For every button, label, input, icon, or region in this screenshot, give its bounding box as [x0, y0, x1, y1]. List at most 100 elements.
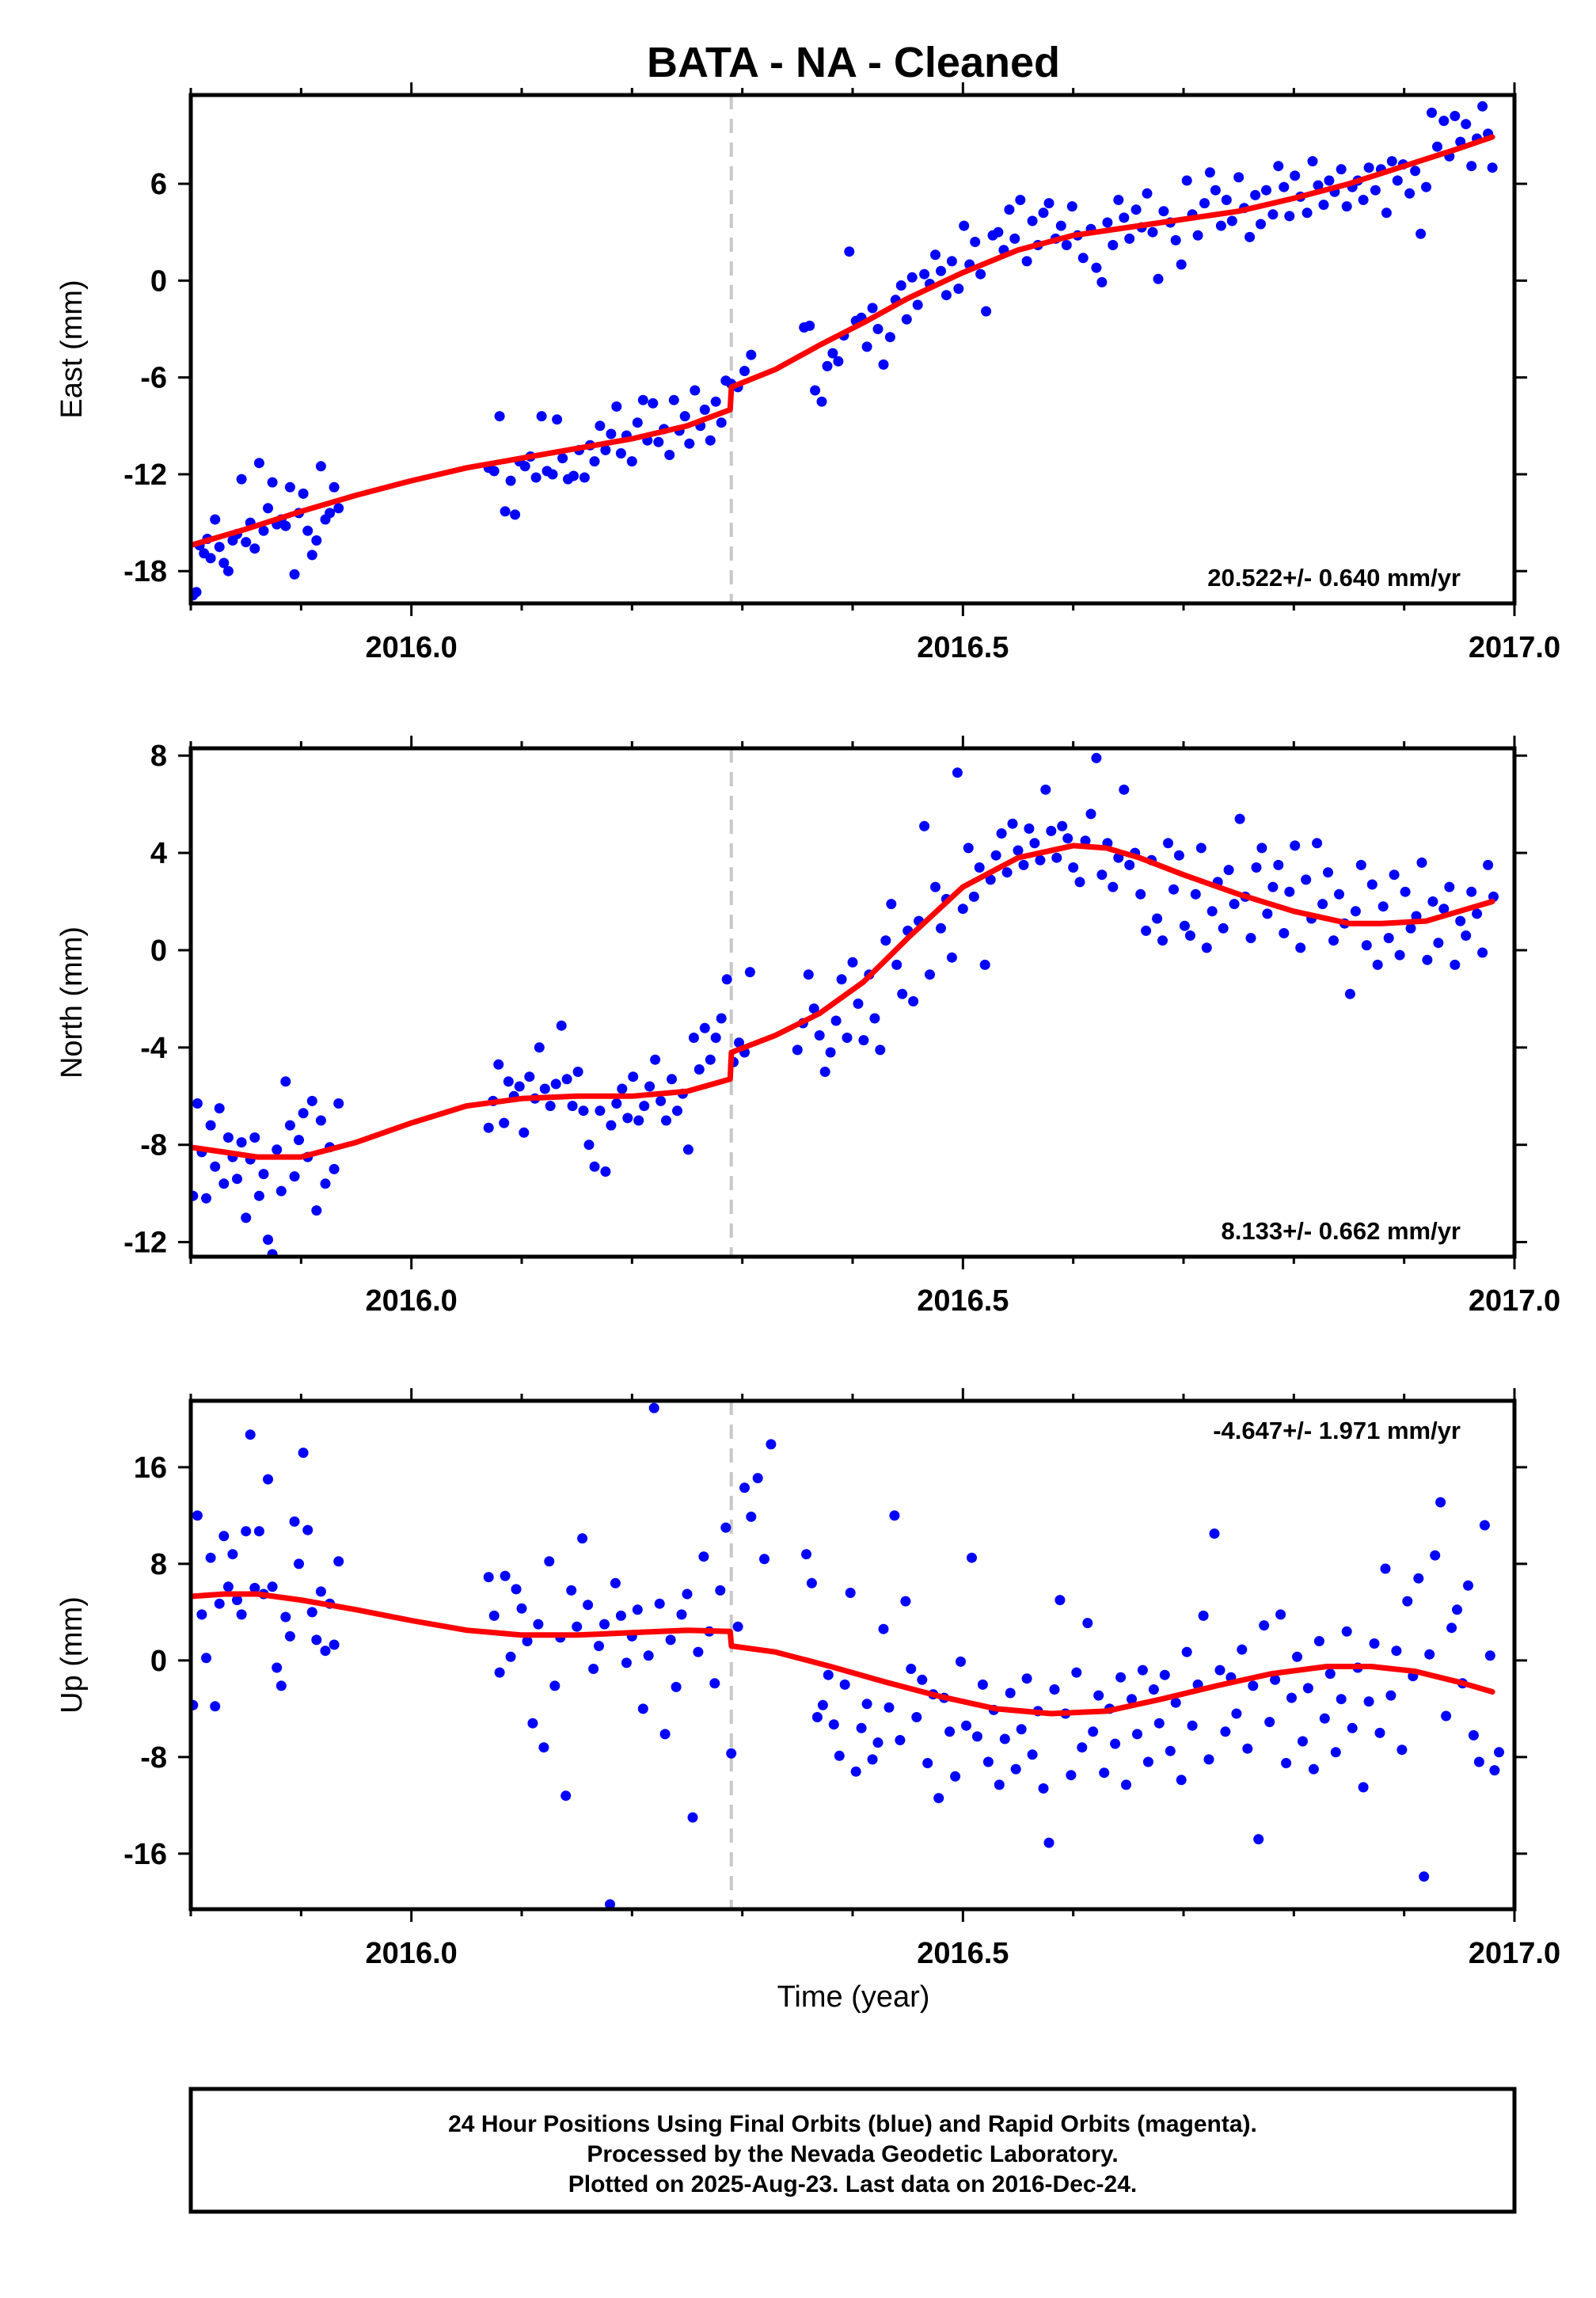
north-plot-layer: [191, 752, 1499, 1257]
up-data-point: [1281, 1758, 1292, 1768]
north-data-point: [1024, 823, 1035, 834]
north-data-point: [1256, 843, 1267, 854]
north-data-point: [298, 1108, 309, 1119]
east-data-point: [637, 394, 648, 405]
up-data-point: [544, 1556, 555, 1567]
east-data-point: [1066, 201, 1077, 212]
north-data-point: [830, 1015, 842, 1026]
east-data-point: [1302, 207, 1313, 219]
up-data-point: [605, 1899, 615, 1909]
east-data-point: [311, 535, 322, 546]
north-data-point: [218, 1178, 230, 1189]
up-data-point: [1391, 1646, 1402, 1657]
east-data-point: [1210, 185, 1221, 196]
east-plot-area: [191, 95, 1514, 603]
up-data-point: [720, 1522, 732, 1533]
up-data-point: [839, 1679, 850, 1690]
up-data-point: [1264, 1717, 1275, 1728]
up-data-point: [289, 1516, 300, 1527]
north-data-point: [875, 1044, 886, 1056]
north-data-point: [869, 1013, 880, 1024]
up-data-point: [566, 1585, 577, 1596]
east-data-point: [1215, 220, 1226, 231]
up-data-point: [621, 1657, 632, 1668]
up-data-point: [806, 1577, 817, 1588]
north-data-point: [886, 899, 897, 910]
north-data-point: [1001, 867, 1013, 878]
north-data-point: [1416, 857, 1427, 868]
up-data-point: [977, 1679, 988, 1690]
east-data-point: [1279, 181, 1290, 192]
x-axis-label: Time (year): [777, 1980, 930, 2014]
north-data-point: [819, 1067, 830, 1077]
east-data-point: [547, 469, 558, 480]
up-x-tick-label: 2016.5: [917, 1937, 1009, 1970]
up-data-point: [236, 1609, 247, 1620]
up-data-point: [801, 1549, 811, 1560]
up-data-point: [759, 1554, 770, 1565]
east-data-point: [1256, 219, 1266, 230]
east-data-point: [615, 448, 626, 458]
north-data-point: [1301, 874, 1312, 885]
north-data-point: [858, 1035, 869, 1046]
north-data-point: [222, 1132, 234, 1143]
up-data-point: [1468, 1729, 1479, 1741]
east-data-point: [739, 366, 750, 376]
up-data-point: [856, 1722, 867, 1733]
north-data-point: [644, 1081, 656, 1092]
up-y-tick-label: 16: [134, 1451, 167, 1485]
north-data-point: [1472, 908, 1483, 919]
north-data-point: [617, 1083, 628, 1094]
up-data-point: [982, 1756, 994, 1767]
east-y-tick-label: -12: [124, 458, 167, 492]
north-y-tick-label: -4: [140, 1032, 167, 1065]
north-data-point: [1372, 959, 1383, 970]
north-data-point: [276, 1185, 287, 1197]
east-data-point: [600, 444, 611, 455]
north-data-point: [1427, 896, 1438, 907]
east-data-point: [684, 438, 695, 449]
up-data-point: [572, 1621, 583, 1632]
east-data-point: [1043, 198, 1054, 209]
east-y-tick-label: -6: [140, 362, 167, 395]
up-data-point: [483, 1572, 494, 1583]
east-data-point: [333, 503, 344, 514]
up-data-point: [1424, 1649, 1435, 1660]
north-data-point: [1091, 752, 1102, 763]
north-data-point: [493, 1059, 504, 1070]
up-y-tick-label: 0: [150, 1645, 167, 1678]
east-data-point: [1015, 195, 1026, 205]
east-data-point: [1381, 207, 1392, 219]
east-data-point: [611, 401, 622, 412]
east-data-point: [1416, 228, 1427, 239]
east-data-point: [833, 356, 844, 367]
east-data-point: [1038, 207, 1049, 219]
north-data-point: [1195, 843, 1206, 854]
east-data-point: [861, 341, 872, 352]
north-data-point: [258, 1169, 269, 1180]
north-data-point: [280, 1076, 291, 1087]
east-data-point: [1363, 162, 1374, 173]
north-data-point: [289, 1171, 300, 1182]
east-data-point: [1290, 170, 1301, 181]
east-data-point: [1284, 211, 1295, 222]
up-data-point: [1198, 1610, 1209, 1621]
up-data-point: [956, 1656, 966, 1667]
north-data-point: [1378, 901, 1389, 912]
east-data-point: [1221, 195, 1232, 205]
north-data-point: [1018, 859, 1029, 870]
north-data-point: [311, 1205, 322, 1216]
footer-line-2: Processed by the Nevada Geodetic Laborat…: [587, 2141, 1118, 2167]
north-data-point: [1141, 925, 1152, 936]
north-data-point: [952, 767, 963, 778]
east-data-point: [679, 411, 690, 422]
east-data-point: [1158, 206, 1169, 217]
east-y-tick-label: 6: [150, 168, 167, 201]
up-data-point: [1115, 1672, 1127, 1683]
north-data-point: [1201, 942, 1212, 953]
east-data-point: [1102, 217, 1113, 228]
up-data-point: [1484, 1650, 1495, 1661]
east-data-point: [1461, 119, 1472, 130]
north-data-point: [1223, 865, 1234, 876]
